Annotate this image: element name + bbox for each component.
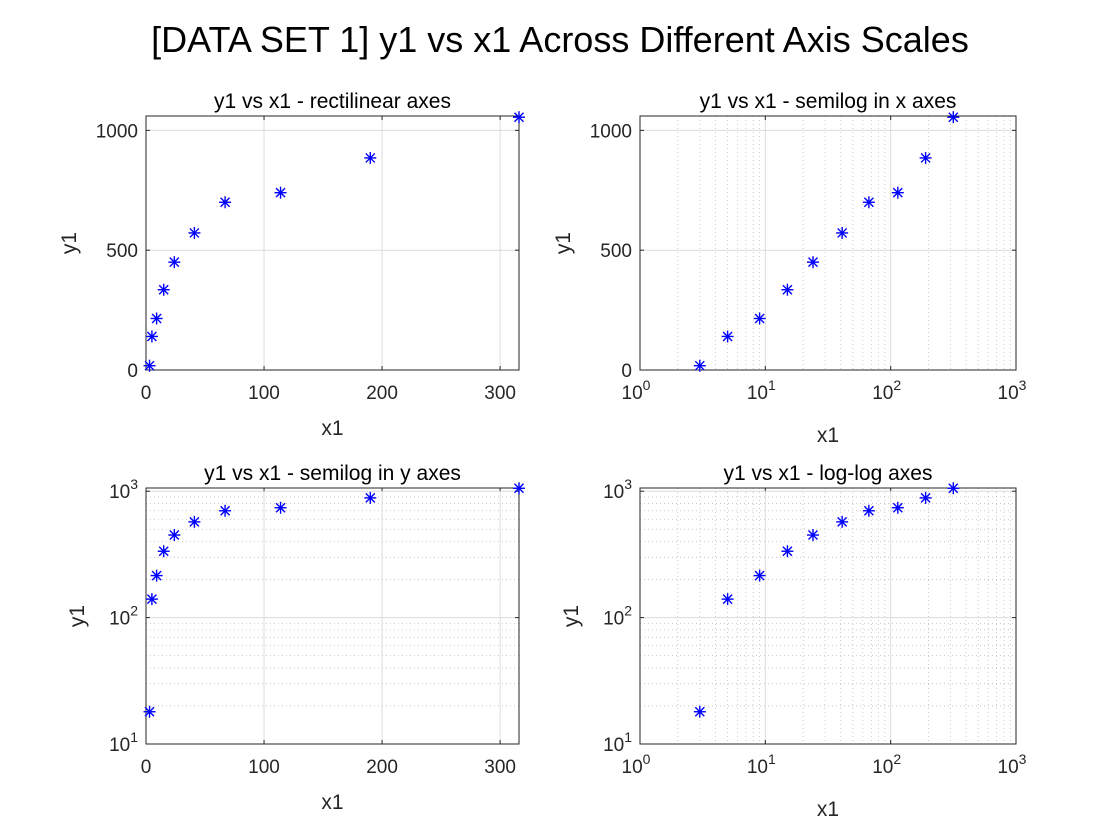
data-point bbox=[513, 482, 525, 495]
data-point bbox=[168, 256, 181, 269]
data-point bbox=[919, 491, 932, 504]
x-tick-label: 101 bbox=[747, 751, 776, 778]
subplot-title: y1 vs x1 - semilog in y axes bbox=[204, 462, 461, 485]
data-point bbox=[891, 186, 904, 199]
data-point bbox=[806, 529, 819, 542]
subplot-2: 100 101 102 103 0 500 1000 y1 vs x1 - semilog i… bbox=[552, 90, 1027, 447]
data-point bbox=[219, 504, 232, 517]
data-point bbox=[721, 593, 734, 606]
data-point bbox=[836, 515, 849, 528]
plot-area bbox=[639, 115, 1017, 371]
data-point bbox=[364, 491, 377, 504]
y-tick-label: 500 bbox=[600, 241, 632, 262]
x-tick-label: 100 bbox=[622, 377, 651, 404]
x-tick-label: 100 bbox=[248, 757, 280, 778]
data-point bbox=[150, 312, 163, 325]
data-point bbox=[806, 256, 819, 269]
y-tick-label: 102 bbox=[603, 603, 632, 630]
data-point bbox=[947, 482, 960, 495]
y-tick-label: 101 bbox=[603, 729, 632, 756]
x-tick-label: 300 bbox=[484, 757, 516, 778]
y-tick-label: 500 bbox=[106, 241, 138, 262]
x-tick-label: 102 bbox=[872, 751, 901, 778]
y-axis-label: y1 bbox=[66, 605, 89, 627]
data-point bbox=[168, 529, 181, 542]
data-point bbox=[753, 569, 766, 582]
subplot-3: 0 100 200 300 101 102 103 y1 vs x1 - semilog in… bbox=[66, 462, 525, 814]
data-point bbox=[188, 515, 201, 528]
data-point bbox=[188, 226, 201, 239]
data-point bbox=[891, 501, 904, 514]
data-point bbox=[219, 196, 232, 209]
data-point bbox=[862, 504, 875, 517]
x-axis-label: x1 bbox=[321, 417, 343, 440]
data-point bbox=[145, 330, 158, 343]
x-tick-label: 101 bbox=[747, 377, 776, 404]
x-axis-label: x1 bbox=[817, 798, 839, 821]
data-point bbox=[145, 593, 158, 606]
subplot-title: y1 vs x1 - log-log axes bbox=[724, 462, 933, 485]
subplot-1: 0 100 200 300 0 500 1000 y1 vs x1 - rectilinear… bbox=[58, 90, 525, 440]
x-tick-label: 0 bbox=[141, 757, 152, 778]
x-tick-label: 100 bbox=[622, 751, 651, 778]
x-tick-label: 0 bbox=[141, 383, 152, 404]
subplot-title: y1 vs x1 - rectilinear axes bbox=[214, 90, 451, 113]
x-axis-label: x1 bbox=[817, 424, 839, 447]
y-tick-label: 102 bbox=[109, 603, 138, 630]
data-point bbox=[364, 151, 377, 164]
data-point bbox=[274, 186, 287, 199]
x-tick-label: 103 bbox=[998, 751, 1027, 778]
y-tick-label: 101 bbox=[109, 729, 138, 756]
data-point bbox=[781, 283, 794, 296]
data-point bbox=[693, 359, 706, 372]
data-point bbox=[693, 705, 706, 718]
x-tick-label: 200 bbox=[366, 383, 398, 404]
axes-box bbox=[145, 115, 520, 371]
data-point bbox=[157, 283, 170, 296]
x-tick-label: 300 bbox=[484, 383, 516, 404]
x-tick-label: 102 bbox=[872, 377, 901, 404]
data-point bbox=[753, 312, 766, 325]
plot-area bbox=[145, 115, 520, 371]
y-axis-label: y1 bbox=[58, 232, 81, 254]
data-point bbox=[947, 111, 960, 124]
y-tick-label: 0 bbox=[127, 361, 138, 382]
axes-box bbox=[639, 115, 1017, 371]
data-point bbox=[143, 359, 156, 372]
data-point bbox=[862, 196, 875, 209]
x-axis-label: x1 bbox=[321, 791, 343, 814]
axes-box bbox=[639, 487, 1017, 745]
y-axis-label: y1 bbox=[552, 232, 575, 254]
y-tick-label: 1000 bbox=[96, 121, 138, 142]
subplot-title: y1 vs x1 - semilog in x axes bbox=[700, 90, 957, 113]
data-point bbox=[157, 545, 170, 558]
y-tick-label: 103 bbox=[603, 476, 632, 503]
y-tick-label: 1000 bbox=[590, 121, 632, 142]
x-tick-label: 100 bbox=[248, 383, 280, 404]
data-point bbox=[143, 705, 156, 718]
figure-title: [DATA SET 1] y1 vs x1 Across Different A… bbox=[151, 19, 969, 60]
data-point bbox=[836, 226, 849, 239]
axes-box bbox=[145, 487, 520, 745]
y-tick-label: 0 bbox=[621, 361, 632, 382]
y-axis-label: y1 bbox=[560, 605, 583, 627]
data-point bbox=[781, 545, 794, 558]
data-point bbox=[919, 151, 932, 164]
data-point bbox=[150, 569, 163, 582]
y-tick-label: 103 bbox=[109, 476, 138, 503]
data-point bbox=[274, 501, 287, 514]
x-tick-label: 200 bbox=[366, 757, 398, 778]
x-tick-label: 103 bbox=[998, 377, 1027, 404]
data-point bbox=[721, 330, 734, 343]
data-point bbox=[513, 111, 525, 124]
plot-area bbox=[145, 487, 520, 745]
